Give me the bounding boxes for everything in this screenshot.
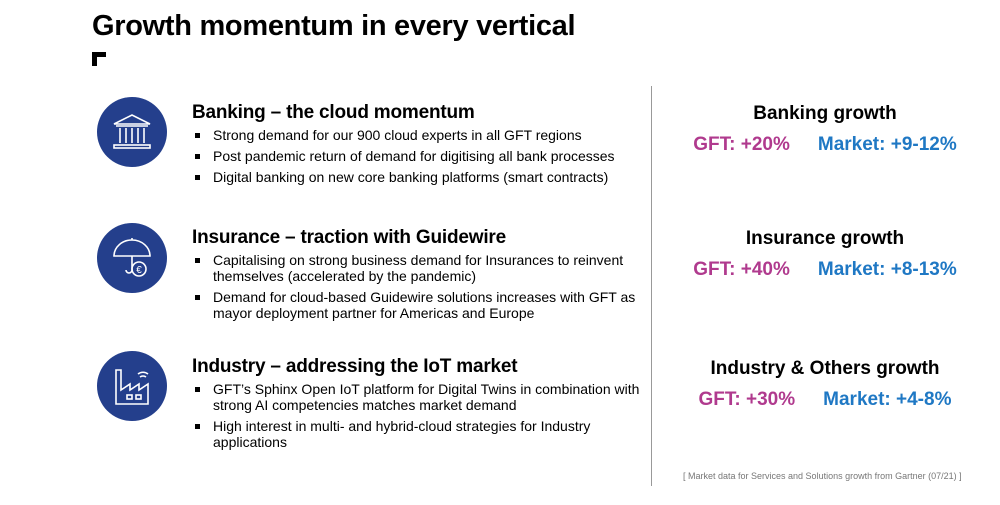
market-growth: Market: +8-13% bbox=[817, 259, 957, 280]
divider bbox=[651, 86, 652, 486]
section-banking: Banking – the cloud momentum Strong dema… bbox=[192, 102, 642, 190]
corner-mark bbox=[92, 52, 106, 66]
section-insurance: Insurance – traction with Guidewire Capi… bbox=[192, 227, 642, 326]
bullet: Post pandemic return of demand for digit… bbox=[192, 148, 642, 164]
growth-industry: Industry & Others growth GFT: +30% Market… bbox=[660, 358, 990, 411]
section-industry: Industry – addressing the IoT market GFT… bbox=[192, 356, 642, 455]
factory-iot-icon bbox=[97, 351, 167, 421]
bullet: Demand for cloud-based Guidewire solutio… bbox=[192, 289, 642, 321]
footnote: [ Market data for Services and Solutions… bbox=[683, 471, 962, 481]
section-heading: Insurance – traction with Guidewire bbox=[192, 227, 506, 248]
bullet: GFT’s Sphinx Open IoT platform for Digit… bbox=[192, 381, 642, 413]
page-title: Growth momentum in every vertical bbox=[92, 10, 576, 42]
section-heading: Banking – the cloud momentum bbox=[192, 102, 475, 123]
bullet: Digital banking on new core banking plat… bbox=[192, 169, 642, 185]
umbrella-euro-icon: € bbox=[97, 223, 167, 293]
bullet: High interest in multi- and hybrid-cloud… bbox=[192, 418, 642, 450]
market-growth: Market: +9-12% bbox=[817, 134, 957, 155]
section-heading: Industry – addressing the IoT market bbox=[192, 356, 518, 377]
gft-growth: GFT: +20% bbox=[693, 134, 790, 155]
bullet: Strong demand for our 900 cloud experts … bbox=[192, 127, 642, 143]
market-growth: Market: +4-8% bbox=[823, 389, 952, 410]
svg-text:€: € bbox=[136, 265, 142, 276]
gft-growth: GFT: +40% bbox=[693, 259, 790, 280]
growth-title: Industry & Others growth bbox=[710, 358, 940, 379]
gft-growth: GFT: +30% bbox=[698, 389, 796, 410]
growth-title: Insurance growth bbox=[745, 228, 905, 249]
bank-icon bbox=[97, 97, 167, 167]
growth-banking: Banking growth GFT: +20% Market: +9-12% bbox=[660, 103, 990, 156]
growth-insurance: Insurance growth GFT: +40% Market: +8-13% bbox=[660, 228, 990, 281]
bullet: Capitalising on strong business demand f… bbox=[192, 252, 642, 284]
growth-title: Banking growth bbox=[753, 103, 897, 124]
